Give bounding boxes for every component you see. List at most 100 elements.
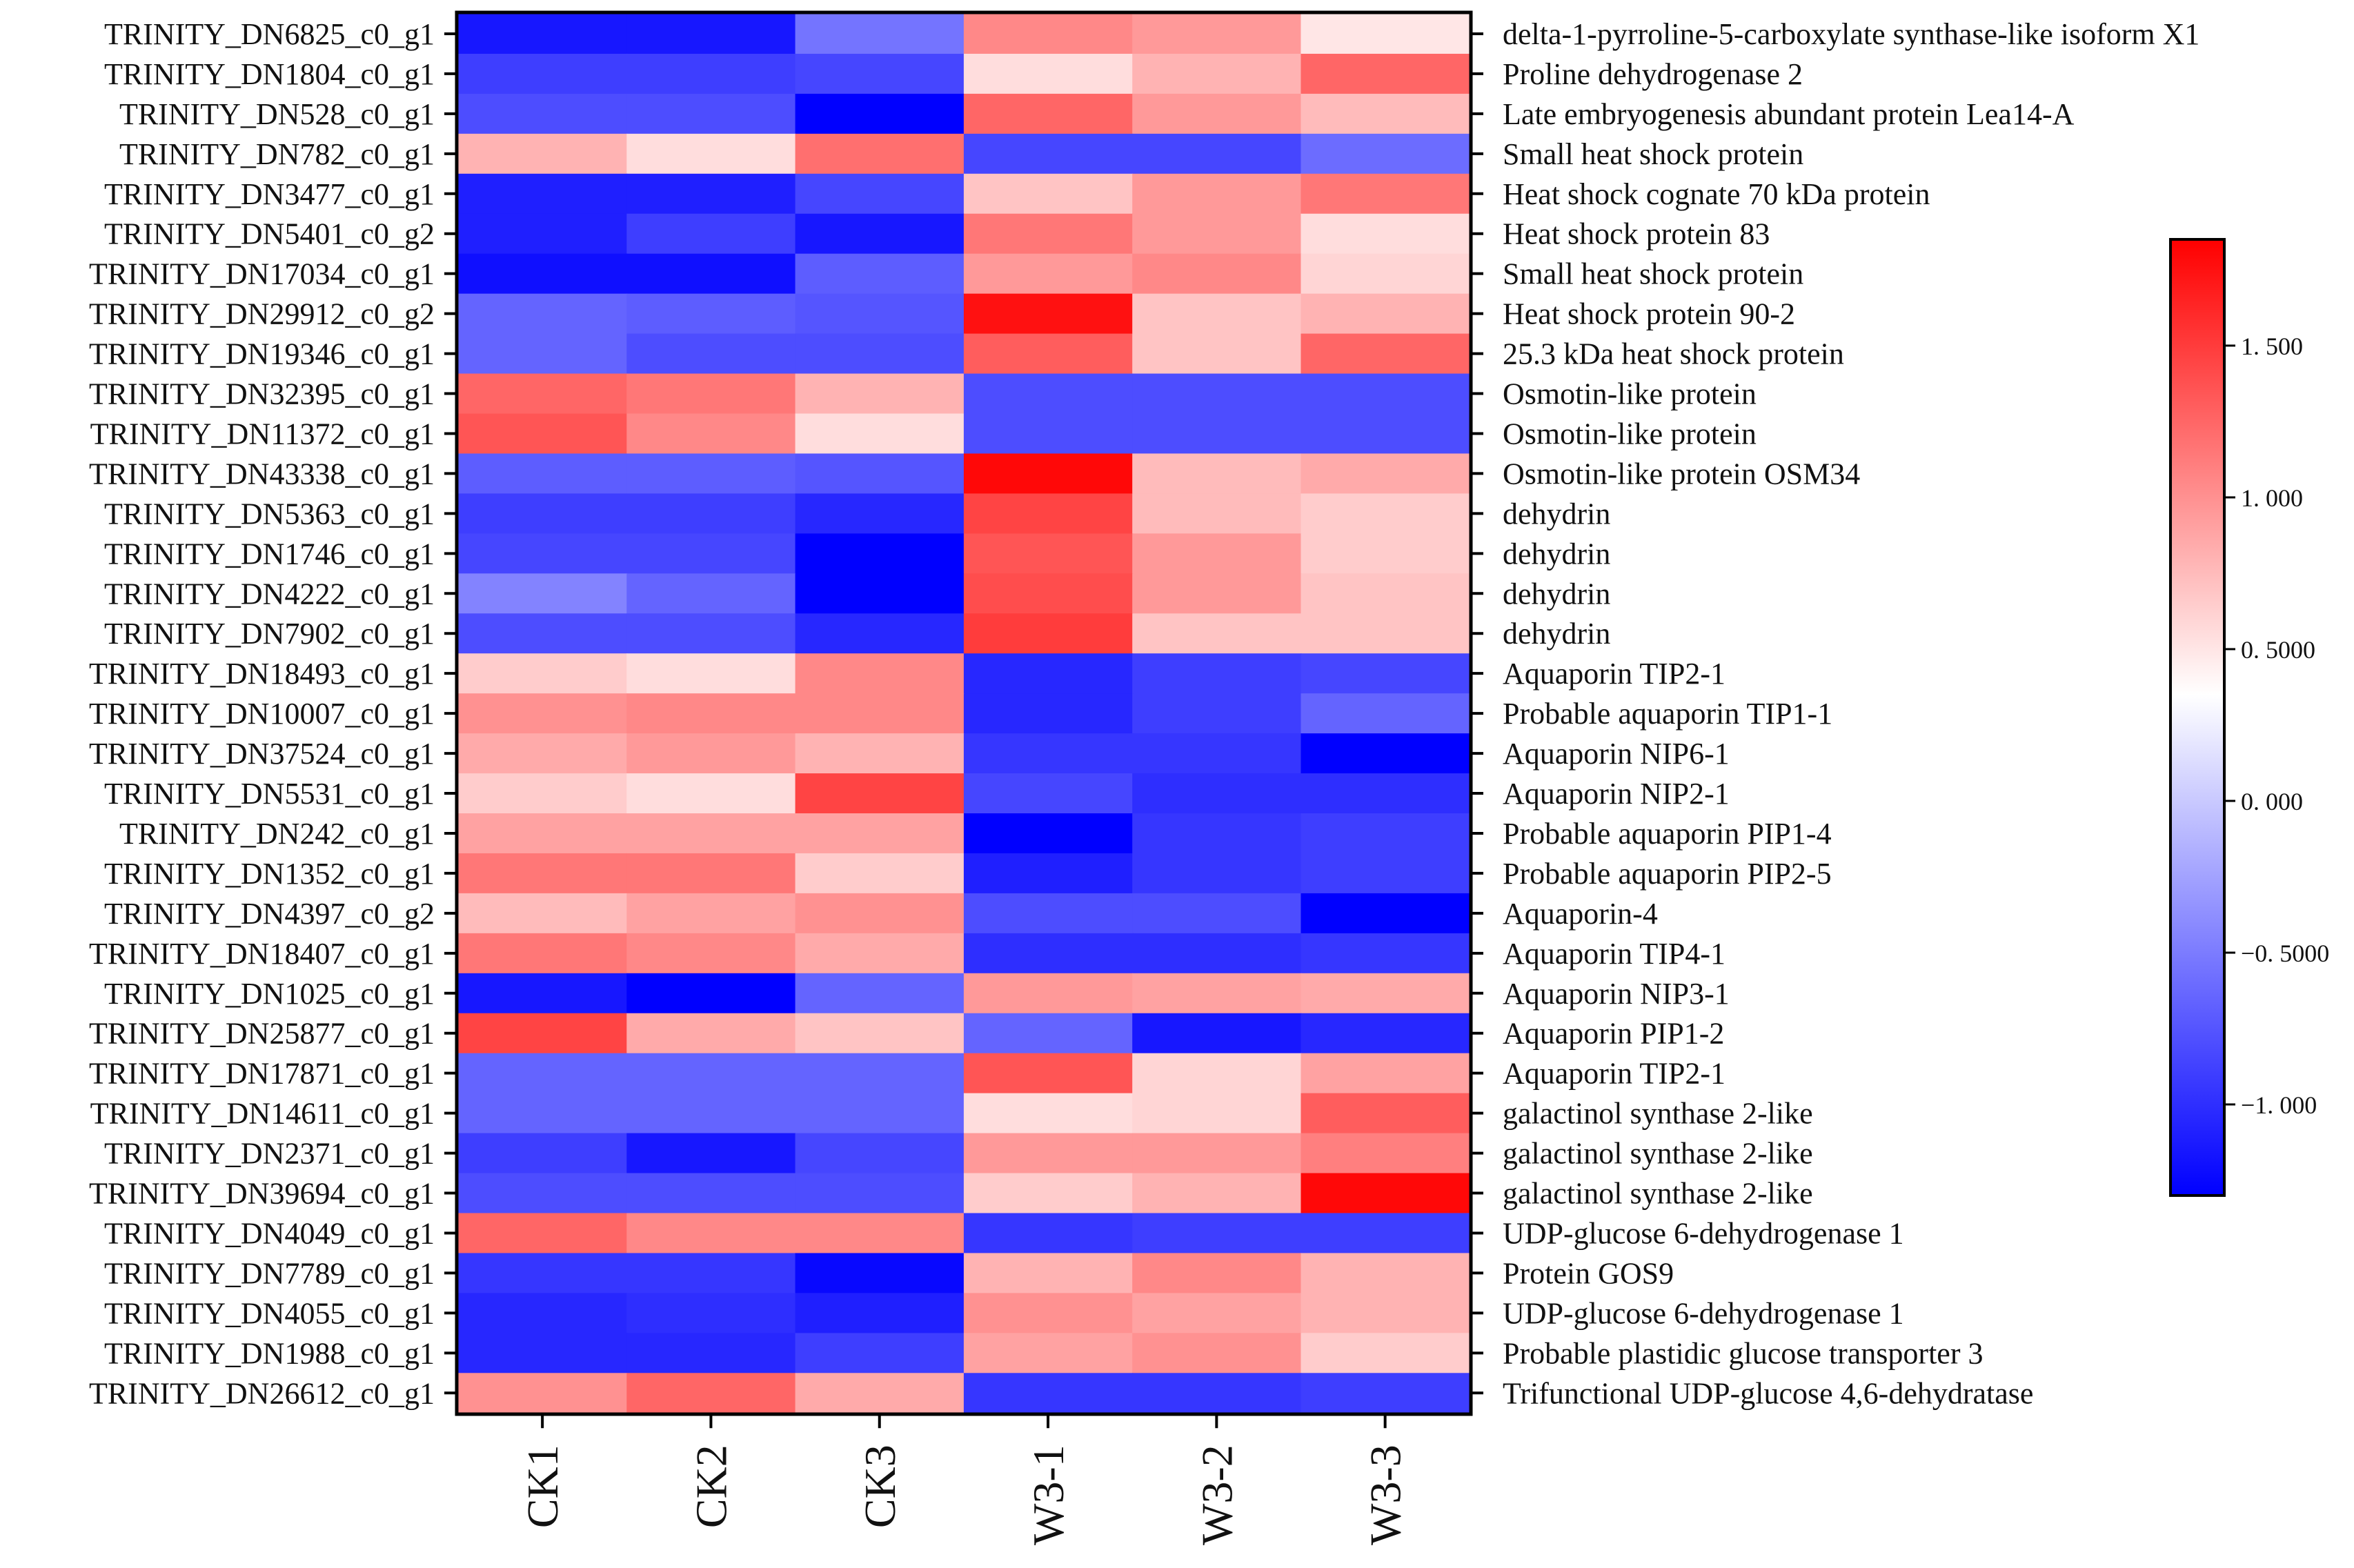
heatmap-cell (1132, 1213, 1302, 1254)
heatmap-cell (626, 53, 796, 95)
heatmap-cell (795, 613, 965, 655)
heatmap-cell (626, 813, 796, 854)
heatmap-cell (795, 14, 965, 54)
heatmap-cell (1132, 1293, 1302, 1334)
row-label: TRINITY_DN39694_c0_g1 (89, 1177, 435, 1211)
annotation-labels: delta-1-pyrroline-5-carboxylate synthase… (1471, 17, 2199, 1410)
heatmap-cell (795, 1333, 965, 1374)
annotation-label: dehydrin (1503, 617, 1610, 651)
heatmap-cell (795, 293, 965, 335)
heatmap-cell (626, 1013, 796, 1054)
heatmap-cell (1300, 1173, 1470, 1214)
annotation-label: Aquaporin PIP1-2 (1503, 1017, 1724, 1051)
heatmap-cell (963, 1213, 1134, 1254)
annotation-label: dehydrin (1503, 537, 1610, 570)
heatmap-cell (1132, 1093, 1302, 1134)
heatmap-cell (626, 653, 796, 695)
heatmap-cell (1300, 853, 1470, 894)
row-label: TRINITY_DN43338_c0_g1 (89, 457, 435, 490)
heatmap-cell (626, 1373, 796, 1414)
heatmap-cell (1300, 813, 1470, 854)
heatmap-cell (963, 1053, 1134, 1094)
heatmap-cell (963, 1333, 1134, 1374)
heatmap-cell (963, 14, 1134, 54)
heatmap-cell (1300, 453, 1470, 495)
heatmap-cell (795, 733, 965, 775)
heatmap-cell (963, 853, 1134, 894)
heatmap-cell (1132, 1013, 1302, 1054)
heatmap-cell (458, 893, 628, 934)
heatmap-cell (1132, 853, 1302, 894)
heatmap-cell (963, 573, 1134, 615)
heatmap-cell (1300, 413, 1470, 455)
heatmap-cell (795, 1373, 965, 1414)
heatmap-cell (795, 693, 965, 735)
row-label: TRINITY_DN10007_c0_g1 (89, 697, 435, 731)
heatmap-cell (458, 1293, 628, 1334)
heatmap-cell (1132, 613, 1302, 655)
heatmap-cell (626, 973, 796, 1014)
heatmap-cell (626, 1053, 796, 1094)
row-label: TRINITY_DN1352_c0_g1 (104, 857, 435, 891)
colorbar-tick-label: 0. 5000 (2241, 636, 2315, 664)
heatmap-cell (626, 373, 796, 415)
heatmap-cell (795, 93, 965, 135)
heatmap-cell (458, 853, 628, 894)
heatmap-cell (458, 1333, 628, 1374)
heatmap-cell (795, 1013, 965, 1054)
annotation-label: Osmotin-like protein OSM34 (1503, 457, 1860, 490)
heatmap-cell (795, 493, 965, 535)
heatmap-cell (458, 613, 628, 655)
annotation-label: Probable aquaporin TIP1-1 (1503, 697, 1832, 731)
heatmap-cell (1132, 973, 1302, 1014)
row-label: TRINITY_DN5401_c0_g2 (104, 217, 435, 251)
heatmap-cell (1132, 93, 1302, 135)
annotation-label: dehydrin (1503, 497, 1610, 530)
heatmap-cell (795, 933, 965, 974)
annotation-label: Probable aquaporin PIP2-5 (1503, 857, 1832, 891)
row-label: TRINITY_DN29912_c0_g2 (89, 297, 435, 331)
heatmap-cell (963, 973, 1134, 1014)
heatmap-cell (626, 693, 796, 735)
heatmap-cell (1300, 573, 1470, 615)
heatmap-cell (458, 573, 628, 615)
heatmap-cell (458, 653, 628, 695)
heatmap-cell (1132, 453, 1302, 495)
heatmap-cell (1300, 213, 1470, 255)
annotation-label: Late embryogenesis abundant protein Lea1… (1503, 97, 2075, 131)
annotation-label: Osmotin-like protein (1503, 377, 1757, 411)
column-label: W3-3 (1361, 1445, 1410, 1545)
row-label: TRINITY_DN17871_c0_g1 (89, 1057, 435, 1091)
heatmap-cell (963, 133, 1134, 175)
heatmap-cell (1132, 1173, 1302, 1214)
heatmap-cell (795, 133, 965, 175)
heatmap-cell (626, 14, 796, 54)
heatmap-cell (795, 1053, 965, 1094)
heatmap-cell (1132, 413, 1302, 455)
heatmap-cell (626, 573, 796, 615)
heatmap-cell (963, 1013, 1134, 1054)
heatmap-cell (458, 1013, 628, 1054)
heatmap-cell (1132, 133, 1302, 175)
heatmap-cell (1300, 613, 1470, 655)
colorbar-gradient (2169, 238, 2226, 1197)
row-label: TRINITY_DN2371_c0_g1 (104, 1137, 435, 1171)
heatmap-cell (795, 813, 965, 854)
row-label: TRINITY_DN17034_c0_g1 (89, 257, 435, 291)
heatmap-cell (458, 693, 628, 735)
heatmap-cell (963, 1253, 1134, 1294)
heatmap-cell (1300, 333, 1470, 375)
heatmap-cell (963, 1293, 1134, 1334)
heatmap-cell (963, 533, 1134, 575)
row-label: TRINITY_DN1988_c0_g1 (104, 1336, 435, 1370)
heatmap-cell (1300, 893, 1470, 934)
heatmap-cell (458, 1213, 628, 1254)
heatmap-cell (458, 933, 628, 974)
heatmap-cell (626, 893, 796, 934)
annotation-label: Heat shock protein 83 (1503, 217, 1770, 251)
heatmap-cell (626, 453, 796, 495)
heatmap-cell (1132, 653, 1302, 695)
heatmap-cell (458, 93, 628, 135)
heatmap-cell (963, 93, 1134, 135)
heatmap-cell (458, 973, 628, 1014)
